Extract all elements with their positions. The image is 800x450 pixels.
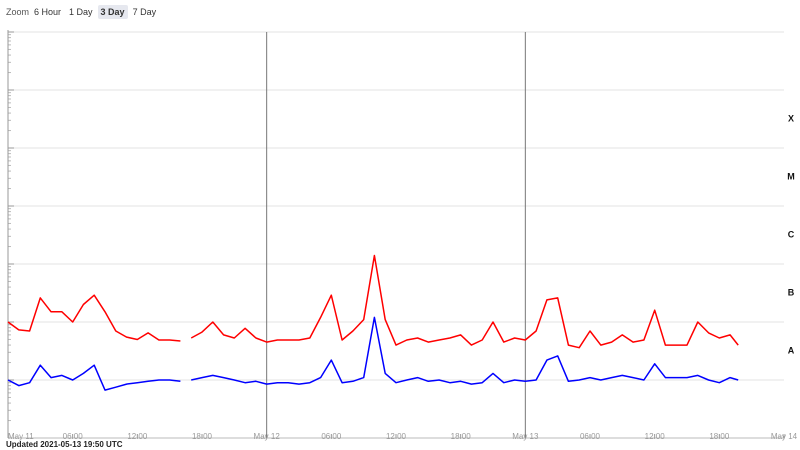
x-tick-label: 18:00 (709, 432, 730, 441)
x-tick-label: 18:00 (192, 432, 213, 441)
zoom-button[interactable]: 6 Hour (34, 7, 62, 17)
x-tick-label: 12:00 (127, 432, 148, 441)
x-tick-label: 06:00 (580, 432, 601, 441)
zoom-button[interactable]: 3 Day (97, 5, 128, 19)
x-tick-label: May 12 (254, 432, 281, 441)
class-label: M (787, 171, 795, 181)
x-tick-label: 12:00 (386, 432, 407, 441)
class-label: A (788, 345, 795, 355)
x-tick-label: May 11 (8, 432, 34, 441)
zoom-button[interactable]: 1 Day (69, 7, 93, 17)
series-line (7, 254, 739, 349)
x-tick-label: 18:00 (451, 432, 472, 441)
updated-text: Updated 2021-05-13 19:50 UTC (6, 440, 123, 449)
class-label: X (788, 113, 794, 123)
series-line (7, 316, 739, 391)
x-tick-label: 06:00 (321, 432, 342, 441)
class-label: B (788, 287, 795, 297)
x-tick-label: May 13 (512, 432, 539, 441)
zoom-bar: Zoom 6 Hour 1 Day 3 Day 7 Day (6, 5, 159, 19)
x-tick-label: 06:00 (63, 432, 84, 441)
class-label: C (788, 229, 795, 239)
x-tick-label: 12:00 (645, 432, 666, 441)
zoom-button[interactable]: 7 Day (132, 7, 157, 17)
zoom-label: Zoom (6, 7, 30, 17)
x-tick-label: May 14 (771, 432, 798, 441)
